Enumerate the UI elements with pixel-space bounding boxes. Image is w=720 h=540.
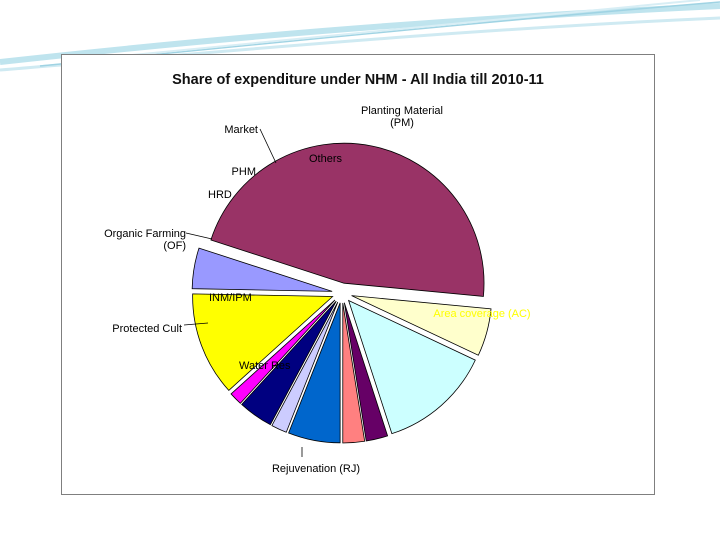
pie-slice-market <box>230 299 336 404</box>
pie-slice-phm <box>241 300 337 426</box>
pie-slice-others <box>192 293 334 391</box>
pie-chart: Area coverage (AC) Rejuvenation (RJ) Water… <box>104 105 531 475</box>
pie-slice-planting-material-pm <box>191 247 333 292</box>
slice-label-phm: PHM <box>232 166 256 178</box>
chart-title: Share of expenditure under NHM - All Ind… <box>172 72 544 88</box>
pie-slice-hrd <box>271 301 339 433</box>
label-leader-line <box>183 322 209 326</box>
slice-label-planting-material-pm: Planting Material (PM) <box>361 105 443 129</box>
label-leader-line <box>185 232 213 240</box>
pie-slice-inm-ipm <box>342 302 366 444</box>
pie-slice-protected-cult <box>343 302 389 442</box>
slice-label-inm-ipm: INM/IPM <box>209 292 252 304</box>
pie-slice-organic-farming-of <box>288 302 341 444</box>
slice-label-area-coverage-ac: Area coverage (AC) <box>433 308 530 320</box>
pie-slice-area-coverage-ac <box>210 142 485 297</box>
slice-label-others: Others <box>309 153 343 165</box>
chart-frame: Share of expenditure under NHM - All Ind… <box>61 54 655 495</box>
slice-label-protected-cult: Protected Cult <box>112 323 182 335</box>
label-leader-line <box>259 128 277 164</box>
pie-slice-rejuvenation-rj <box>351 295 492 356</box>
pie-slice-water-res <box>347 299 476 435</box>
slice-label-water-res: Water Res <box>239 360 291 372</box>
slice-label-organic-farming-of: Organic Farming (OF) <box>104 228 186 252</box>
slice-label-rejuvenation-rj: Rejuvenation (RJ) <box>272 463 360 475</box>
slice-label-market: Market <box>224 124 258 136</box>
slice-label-hrd: HRD <box>208 189 232 201</box>
